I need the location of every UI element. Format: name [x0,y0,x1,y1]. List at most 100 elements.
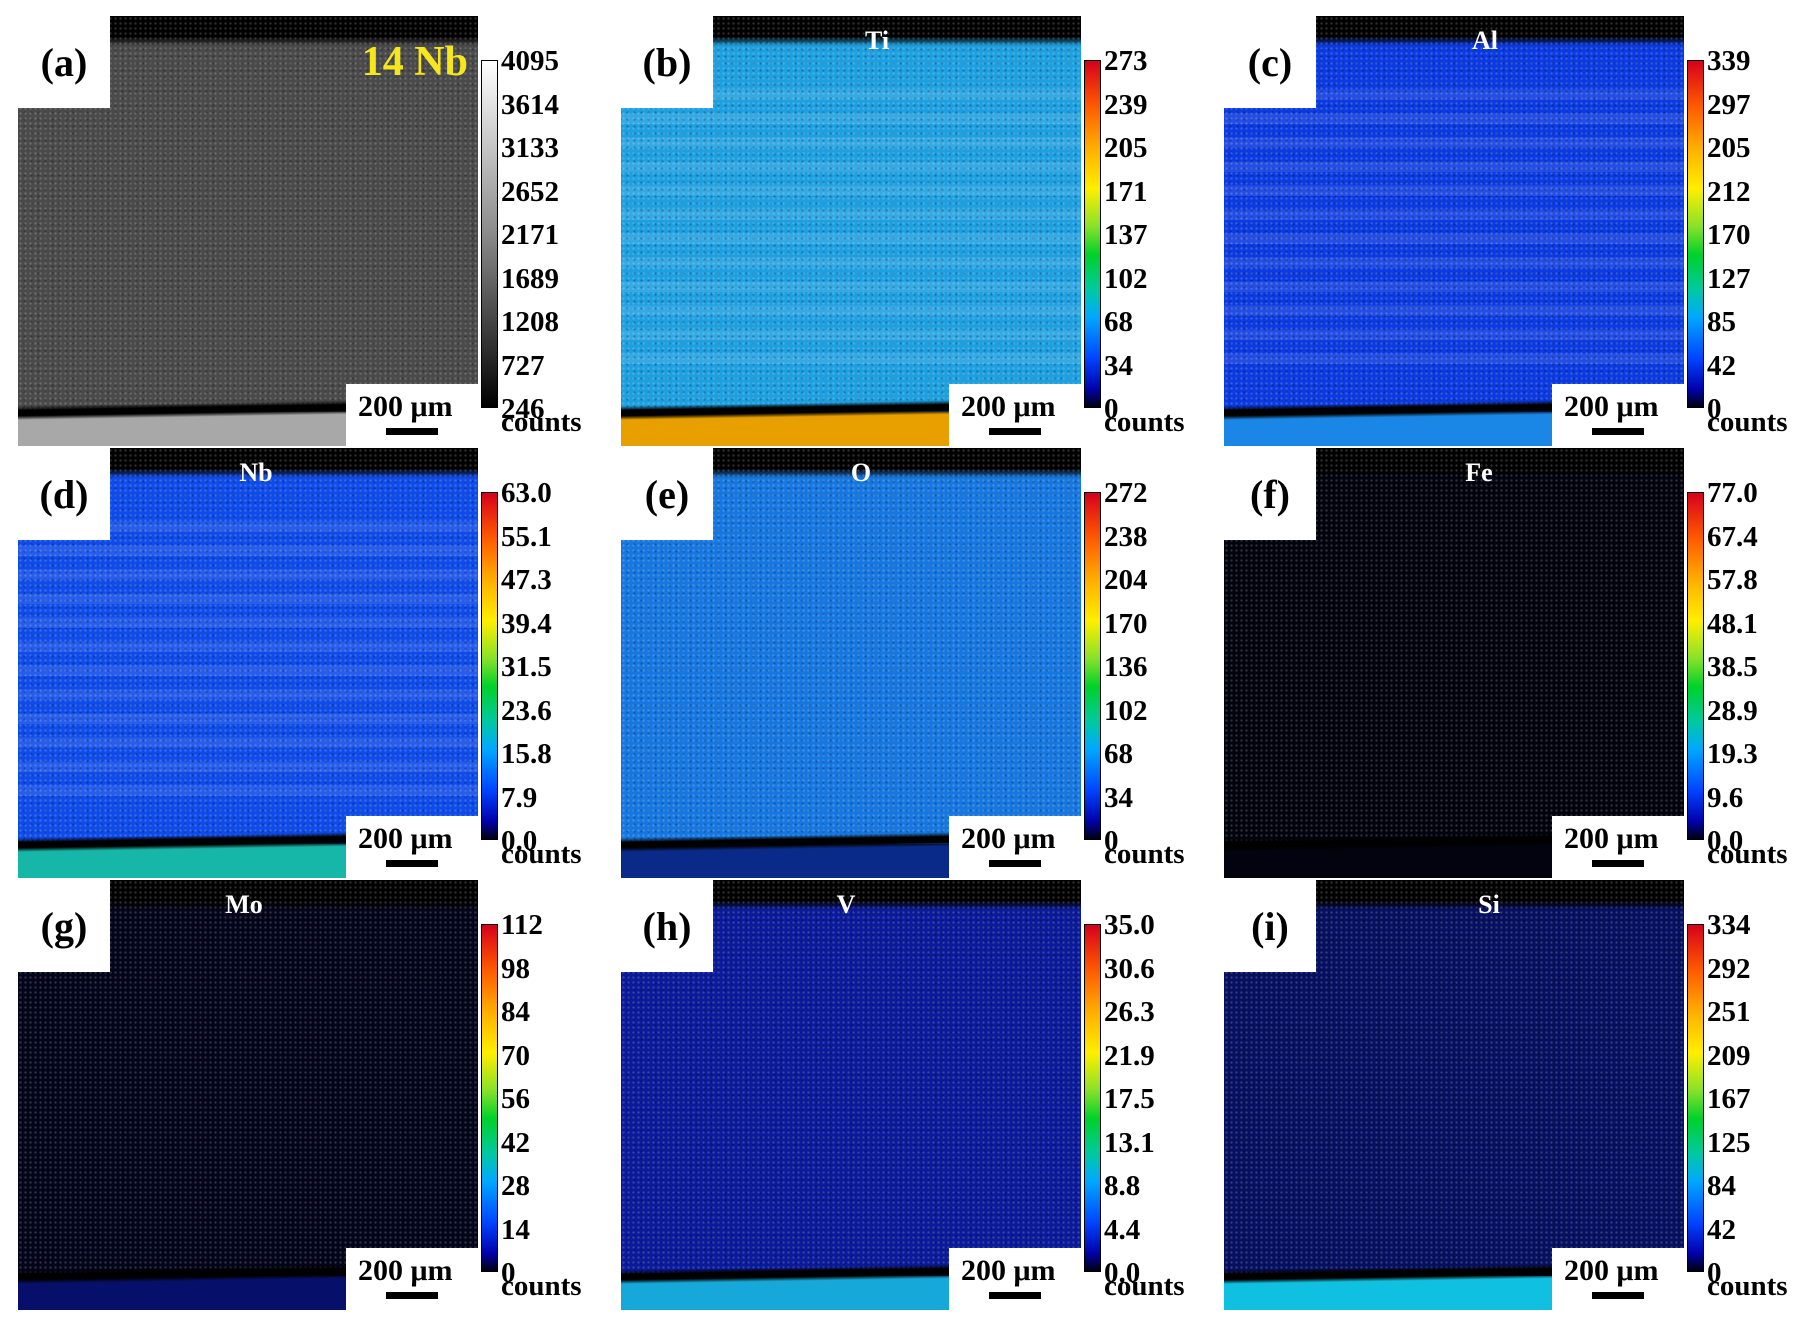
colorbar [1084,924,1101,1272]
scale-bar-box: 200 μm [949,384,1081,446]
scale-bar-box: 200 μm [949,816,1081,878]
colorbar-tick-label: 205 [1104,132,1148,164]
scale-bar [989,1292,1041,1299]
panel-a: (a) 14 Nb 200 μm 4095 3614 3133 2652 2171 1689 12… [18,16,618,448]
colorbar-tick-label: 70 [501,1039,530,1072]
panel-h: (h) V 200 μm 35.0 30.6 26.3 21.9 17.5 13.1 8.8 4.4… [621,880,1221,1312]
scale-bar-box: 200 μm [1552,384,1684,446]
colorbar-tick-label: 0 [1104,825,1119,857]
panel-letter: (c) [1247,39,1293,85]
colorbar-tick-label: 127 [1707,262,1751,295]
colorbar-tick-label: 17.5 [1104,1083,1155,1115]
scale-bar-label: 200 μm [358,1254,453,1287]
colorbar-tick-label: 42 [1707,1213,1736,1246]
colorbar-tick-label: 246 [501,393,545,425]
colorbar-tick-label: 34 [1104,781,1133,814]
colorbar-tick-label: 21.9 [1104,1039,1155,1072]
panel-letter: (e) [644,471,690,517]
panel-letter-box: (g) [18,880,110,972]
element-label: Mo [225,890,263,919]
colorbar-tick-label: 57.8 [1707,564,1758,596]
colorbar-tick-label: 0.0 [1707,825,1744,857]
colorbar-tick-label: 56 [501,1083,530,1115]
colorbar-tick-label: 273 [1104,45,1148,77]
scale-bar-box: 200 μm [1552,1248,1684,1310]
panel-e: (e) O 200 μm 272 238 204 170 136 102 68 34 0 counts [621,448,1221,880]
scale-bar-label: 200 μm [961,822,1056,855]
colorbar [481,60,498,408]
colorbar-tick-label: 251 [1707,996,1751,1028]
colorbar-tick-label: 102 [1104,262,1148,295]
element-map-image: (g) Mo 200 μm [18,880,478,1310]
colorbar [1084,492,1101,840]
colorbar-ticks: 273 239 205 171 137 102 68 34 0 [1104,45,1216,424]
panel-letter-box: (a) [18,16,110,108]
colorbar-tick-label: 85 [1707,306,1736,338]
colorbar-tick-label: 297 [1707,88,1751,121]
colorbar-tick-label: 170 [1707,219,1751,251]
panel-letter-box: (c) [1224,16,1316,108]
colorbar-tick-label: 26.3 [1104,996,1155,1028]
colorbar-tick-label: 67.4 [1707,520,1758,553]
scale-bar-label: 200 μm [1564,822,1659,855]
colorbar-ticks: 35.0 30.6 26.3 21.9 17.5 13.1 8.8 4.4 0.0 [1104,909,1216,1289]
colorbar [1687,492,1704,840]
colorbar-tick-label: 2652 [501,175,559,208]
panel-letter-box: (f) [1224,448,1316,540]
colorbar-tick-label: 205 [1707,132,1751,164]
colorbar [1687,60,1704,408]
colorbar-tick-label: 0.0 [501,825,538,857]
colorbar [481,492,498,840]
colorbar-unit: counts [1104,838,1185,870]
scale-bar [1592,860,1644,867]
colorbar-tick-label: 334 [1707,909,1751,941]
scale-bar [386,860,438,867]
element-map-image: (h) V 200 μm [621,880,1081,1310]
colorbar-tick-label: 15.8 [501,738,552,770]
colorbar-tick-label: 31.5 [501,651,552,683]
colorbar-tick-label: 68 [1104,738,1133,770]
scale-bar [386,1292,438,1299]
layer-stripes [18,508,478,808]
scale-bar-box: 200 μm [949,1248,1081,1310]
colorbar-tick-label: 14 [501,1213,530,1246]
panel-letter: (b) [642,39,692,85]
colorbar-unit: counts [1707,838,1788,870]
colorbar-tick-label: 204 [1104,564,1148,596]
colorbar-tick-label: 8.8 [1104,1170,1141,1202]
element-map-image: (f) Fe 200 μm [1224,448,1684,878]
colorbar-tick-label: 292 [1707,952,1751,985]
colorbar-unit: counts [501,838,582,870]
colorbar-tick-label: 55.1 [501,520,552,553]
element-label: V [836,890,856,919]
panel-letter-box: (h) [621,880,713,972]
colorbar-tick-label: 23.6 [501,694,552,727]
colorbar-tick-label: 35.0 [1104,909,1155,941]
element-map-image: (i) Si 200 μm [1224,880,1684,1310]
colorbar-tick-label: 28 [501,1170,530,1202]
colorbar-tick-label: 3614 [501,88,559,121]
panel-c: (c) Al 200 μm 339 297 205 212 170 127 85 42 0 counts [1224,16,1793,448]
panel-letter-box: (b) [621,16,713,108]
panel-f: (f) Fe 200 μm 77.0 67.4 57.8 48.1 38.5 28.9 19.3 9… [1224,448,1793,880]
element-label: Fe [1465,458,1493,487]
colorbar-tick-label: 77.0 [1707,477,1758,509]
colorbar-tick-label: 0 [1707,393,1722,425]
colorbar-tick-label: 238 [1104,520,1148,553]
panel-letter: (d) [39,471,89,517]
colorbar-unit: counts [501,1270,582,1302]
colorbar [1687,924,1704,1272]
scale-bar [1592,1292,1644,1299]
colorbar-tick-label: 0 [1707,1257,1722,1289]
element-map-image: (a) 14 Nb 200 μm [18,16,478,446]
colorbar-ticks: 272 238 204 170 136 102 68 34 0 [1104,478,1216,857]
panel-letter-box: (i) [1224,880,1316,972]
colorbar-unit: counts [1707,406,1788,438]
colorbar-tick-label: 0.0 [1104,1257,1141,1289]
colorbar-ticks: 63.0 55.1 47.3 39.4 31.5 23.6 15.8 7.9 0.0 [501,478,613,857]
colorbar-unit: counts [501,406,582,438]
scale-bar-label: 200 μm [1564,1254,1659,1287]
element-label: Si [1478,890,1500,919]
panel-d: (d) Nb 200 μm 63.0 55.1 47.3 39.4 31.5 23.6 15.8 7… [18,448,618,880]
colorbar-tick-label: 339 [1707,45,1751,77]
